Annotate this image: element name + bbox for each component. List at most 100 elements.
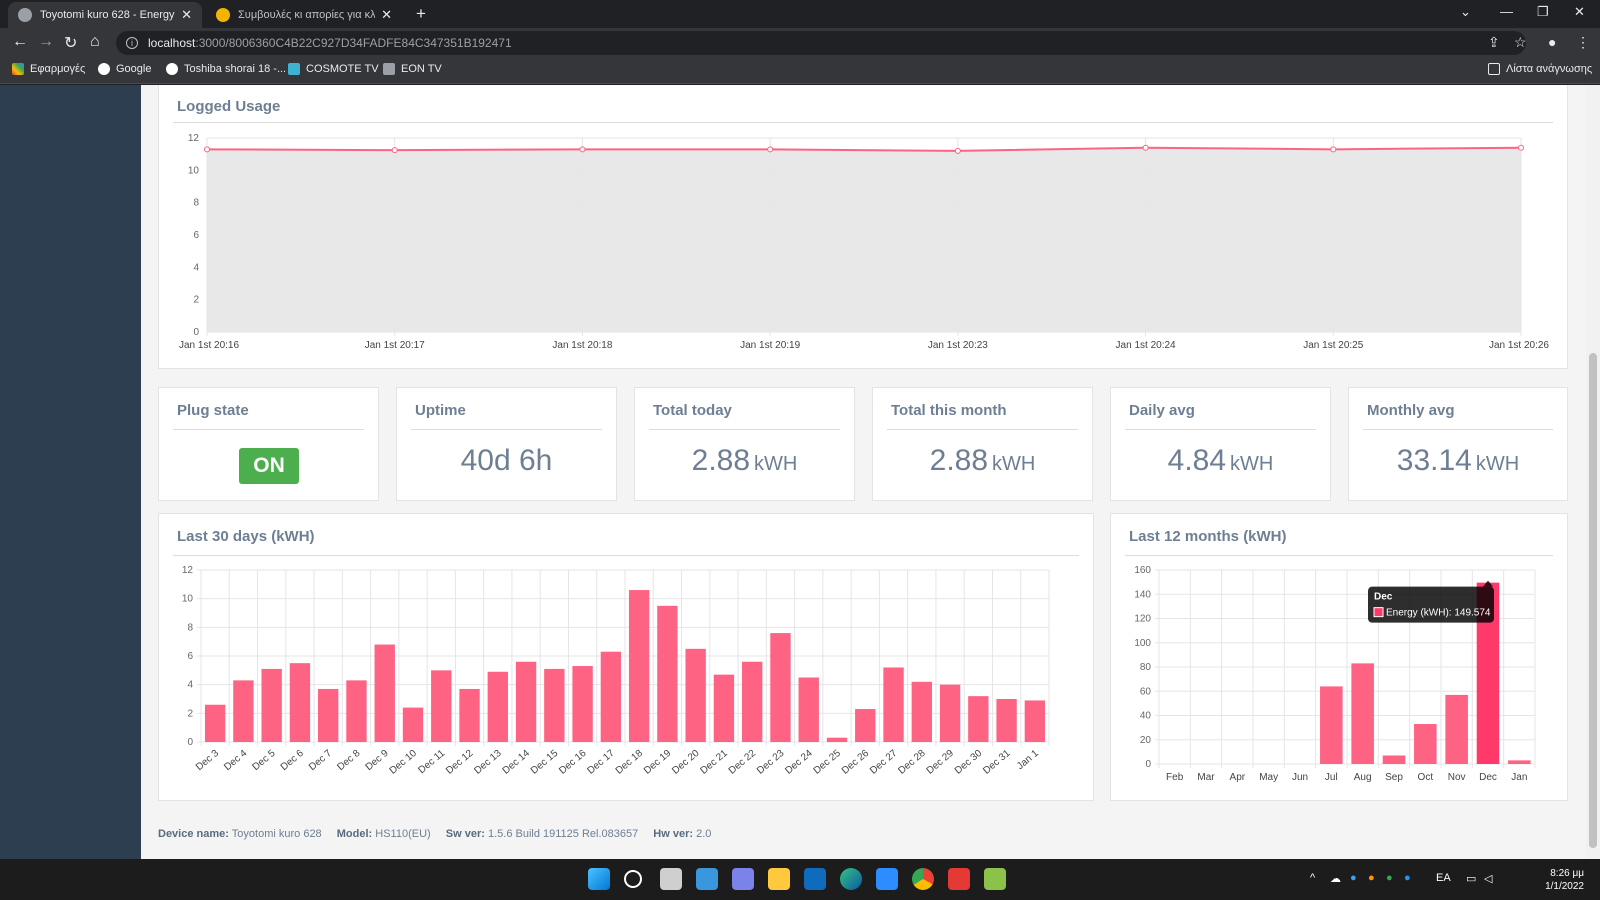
y-tick-label: 6: [187, 651, 193, 662]
chrome-icon[interactable]: [912, 868, 934, 890]
divider: [649, 429, 840, 430]
zoom-icon[interactable]: [876, 868, 898, 890]
y-tick-label: 80: [1140, 662, 1152, 673]
search-icon[interactable]: [624, 870, 642, 888]
file-explorer-icon[interactable]: [768, 868, 790, 890]
card-title: Monthly avg: [1367, 402, 1455, 419]
bar: [515, 661, 537, 742]
tab-title: Συμβουλές κι απορίες για κλιματ: [238, 9, 376, 21]
card-title: Total today: [653, 402, 732, 419]
y-tick-label: 4: [187, 680, 193, 691]
bar: [798, 677, 819, 742]
last-12-months-chart: 0 20 40 60 80 100 120 140 160 Feb Mar Apr May Jun Jul A…: [1134, 565, 1536, 783]
widgets-icon[interactable]: [696, 868, 718, 890]
monthly-avg-card: Monthly avg 33.14 kWH: [1348, 387, 1568, 501]
reload-icon[interactable]: ↻: [64, 35, 78, 52]
cosmote-icon: [288, 63, 300, 75]
card-title: Daily avg: [1129, 402, 1195, 419]
tab-energy-monitor[interactable]: Toyotomi kuro 628 - Energy Mon ✕: [8, 2, 202, 28]
mail-icon[interactable]: [804, 868, 826, 890]
plug-state-toggle[interactable]: ON: [239, 448, 299, 484]
bookmark-toshiba[interactable]: Toshiba shorai 18 -...: [166, 63, 286, 75]
scrollbar-thumb[interactable]: [1589, 353, 1597, 848]
app-green-icon[interactable]: [984, 868, 1006, 890]
menu-icon[interactable]: ⋮: [1576, 34, 1590, 50]
tab-search-icon[interactable]: ⌄: [1460, 4, 1471, 19]
x-tick-label: Dec 12: [444, 748, 476, 777]
x-tick-label: Dec 18: [614, 748, 646, 777]
divider: [887, 429, 1078, 430]
page-scrollbar[interactable]: [1586, 85, 1600, 859]
bar: [1476, 582, 1500, 764]
divider: [1125, 555, 1553, 556]
bookmark-google[interactable]: Google: [98, 63, 151, 75]
bar: [261, 668, 282, 742]
tray-app3-icon[interactable]: ●: [1404, 872, 1411, 884]
forward-icon[interactable]: →: [38, 33, 54, 50]
bookmark-star-icon[interactable]: ☆: [1514, 34, 1527, 50]
y-tick-label: 8: [193, 198, 199, 209]
tray-chevron-icon[interactable]: ^: [1310, 872, 1316, 884]
new-tab-icon[interactable]: +: [416, 4, 426, 23]
y-tick-label: 4: [193, 262, 199, 273]
clock-date: 1/1/2022: [1545, 881, 1584, 892]
bookmark-eon[interactable]: EON TV: [383, 63, 442, 75]
teams-chat-icon[interactable]: [732, 868, 754, 890]
bar: [1382, 755, 1406, 764]
tray-app-icon[interactable]: ●: [1350, 872, 1357, 884]
card-title: Total this month: [891, 402, 1007, 419]
bar: [1351, 663, 1374, 764]
profile-icon[interactable]: ●: [1548, 34, 1557, 50]
bar: [572, 666, 593, 742]
sw-version-value: 1.5.6 Build 191125 Rel.083657: [487, 828, 639, 840]
language-indicator[interactable]: EA: [1436, 872, 1451, 884]
app-red-icon[interactable]: [948, 868, 970, 890]
home-icon[interactable]: ⌂: [90, 33, 100, 50]
clock[interactable]: 8:26 μμ 1/1/2022: [1545, 867, 1584, 893]
monthly-avg-value: 33.14: [1396, 444, 1472, 477]
browser-toolbar: ← → ↻ ⌂ i localhost:3000/8006360C4B22C92…: [0, 28, 1600, 58]
sidebar: [0, 85, 141, 859]
uptime-value: 40d 6h: [460, 444, 553, 477]
tray-app2-icon[interactable]: ●: [1368, 872, 1375, 884]
edge-icon[interactable]: [840, 868, 862, 890]
back-icon[interactable]: ←: [12, 33, 28, 50]
task-view-icon[interactable]: [660, 868, 682, 890]
divider: [173, 429, 364, 430]
tray-chrome-icon[interactable]: ●: [1386, 872, 1393, 884]
tab-forum[interactable]: Συμβουλές κι απορίες για κλιματ ✕: [206, 2, 402, 28]
stat-value: 33.14 kWH: [1349, 444, 1567, 478]
bar: [742, 661, 763, 742]
maximize-icon[interactable]: ❐: [1537, 4, 1549, 19]
window-close-icon[interactable]: ✕: [1574, 4, 1585, 19]
volume-icon[interactable]: ◁: [1484, 873, 1493, 885]
plug-state-card: Plug state ON: [158, 387, 379, 501]
y-tick-label: 6: [193, 230, 199, 241]
network-icon[interactable]: ▭: [1466, 873, 1477, 885]
bar: [939, 684, 961, 742]
start-icon[interactable]: [588, 868, 610, 890]
y-tick-label: 10: [188, 165, 200, 176]
minimize-icon[interactable]: —: [1500, 4, 1513, 19]
tooltip-caret: [1483, 580, 1493, 587]
bookmark-apps[interactable]: Εφαρμογές: [12, 63, 85, 75]
address-bar[interactable]: i localhost:3000/8006360C4B22C927D34FADF…: [116, 31, 1526, 55]
last-12-months-card: Last 12 months (kWH) 0 20 40 60 80 100 120 140 1…: [1110, 513, 1568, 801]
tooltip: [1368, 586, 1494, 623]
x-tick-label: Apr: [1230, 772, 1246, 783]
close-tab-icon[interactable]: ✕: [381, 7, 392, 22]
onedrive-icon[interactable]: ☁: [1330, 873, 1341, 885]
x-tick-label: Jun: [1292, 772, 1308, 783]
x-tick-label: Dec 5: [251, 748, 278, 773]
bookmark-label: Εφαρμογές: [30, 63, 86, 75]
share-icon[interactable]: ⇪: [1488, 34, 1500, 50]
site-info-icon[interactable]: i: [126, 37, 138, 49]
bookmark-cosmote[interactable]: COSMOTE TV: [288, 63, 379, 75]
x-tick-label: Dec 8: [335, 748, 362, 773]
divider: [173, 122, 1553, 123]
usage-area: [207, 147, 1521, 332]
tooltip-label: Energy (kWH): 149.574: [1386, 608, 1491, 619]
reading-list[interactable]: Λίστα ανάγνωσης: [1488, 63, 1592, 75]
close-tab-icon[interactable]: ✕: [181, 7, 192, 22]
model-value: HS110(EU): [375, 828, 431, 840]
